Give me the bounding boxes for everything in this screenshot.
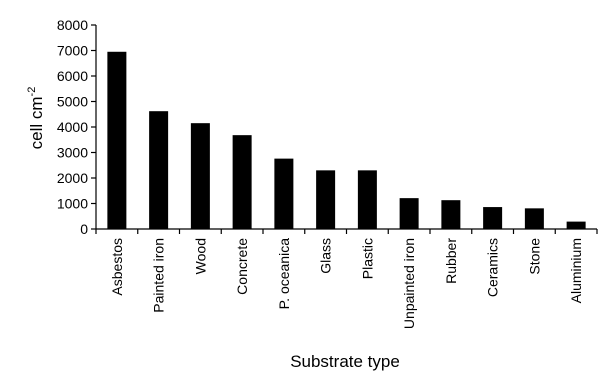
category-label: Plastic bbox=[359, 238, 375, 279]
bar-wood bbox=[190, 123, 210, 229]
category-label: Wood bbox=[192, 238, 208, 274]
y-axis-title-superscript: -2 bbox=[26, 87, 38, 97]
category-label: P. oceanica bbox=[276, 238, 292, 310]
bar-ceramics bbox=[483, 207, 503, 229]
bar-aluminium bbox=[566, 221, 586, 229]
bar-concrete bbox=[232, 135, 252, 229]
category-label: Ceramics bbox=[485, 238, 501, 297]
x-axis bbox=[95, 228, 598, 234]
category-label: Aluminium bbox=[568, 238, 584, 303]
category-label: Glass bbox=[318, 238, 334, 274]
category-label: Unpainted iron bbox=[401, 238, 417, 329]
y-tick-label: 3000 bbox=[57, 145, 88, 161]
y-tick-label: 6000 bbox=[57, 68, 88, 84]
bar-p-oceanica bbox=[274, 158, 294, 229]
y-axis-title-main: cell cm bbox=[27, 96, 46, 149]
category-label: Painted iron bbox=[151, 238, 167, 313]
bar-rubber bbox=[441, 200, 461, 229]
category-labels: Asbestos Painted iron Wood Concrete P. ocean… bbox=[109, 238, 584, 329]
x-axis-title: Substrate type bbox=[290, 352, 400, 371]
y-tick-label: 0 bbox=[80, 221, 88, 237]
y-tick-label: 1000 bbox=[57, 196, 88, 212]
bar-unpainted-iron bbox=[399, 198, 419, 229]
y-tick-label: 4000 bbox=[57, 119, 88, 135]
bar-plastic bbox=[357, 170, 377, 229]
category-label: Stone bbox=[526, 238, 542, 275]
category-label: Concrete bbox=[234, 238, 250, 295]
bar-painted-iron bbox=[149, 111, 169, 229]
y-tick-label: 8000 bbox=[57, 17, 88, 33]
category-label: Rubber bbox=[443, 238, 459, 284]
bar-glass bbox=[316, 170, 336, 229]
category-label: Asbestos bbox=[109, 238, 125, 296]
bar-stone bbox=[524, 208, 544, 229]
y-axis-title: cell cm-2 bbox=[26, 87, 46, 150]
y-tick-label: 7000 bbox=[57, 43, 88, 59]
y-axis: 0 1000 2000 3000 4000 5000 6000 7000 8000 bbox=[57, 17, 97, 237]
y-tick-label: 2000 bbox=[57, 170, 88, 186]
bar-asbestos bbox=[107, 51, 127, 230]
bars bbox=[107, 51, 586, 230]
y-tick-label: 5000 bbox=[57, 94, 88, 110]
